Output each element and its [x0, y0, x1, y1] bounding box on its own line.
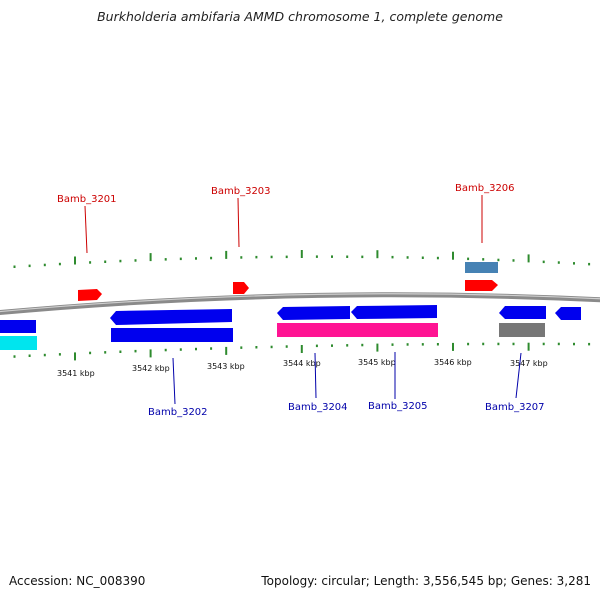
scale-label-3546: 3546 kbp: [434, 358, 472, 367]
leader-bamb-3203: [237, 197, 240, 248]
gene-label-bamb-3207: Bamb_3207: [485, 402, 545, 413]
feature-bamb-3202[interactable]: [111, 328, 233, 342]
scale-label-3541: 3541 kbp: [57, 369, 95, 378]
outer-tick-ring: [13, 250, 591, 268]
feature-cyan-left[interactable]: [0, 336, 37, 350]
feature-bamb-3204[interactable]: [277, 306, 350, 320]
chromosome-backbone: [0, 292, 600, 316]
genome-summary-text: Topology: circular; Length: 3,556,545 bp…: [261, 574, 591, 588]
feature-steel-upper[interactable]: [465, 262, 498, 273]
leader-bamb-3204: [314, 352, 317, 399]
label-leaders: [84, 195, 522, 405]
feature-bamb-3203[interactable]: [233, 282, 249, 294]
feature-bamb-3206[interactable]: [465, 280, 498, 291]
feature-bamb-3201[interactable]: [78, 289, 102, 301]
accession-text: Accession: NC_008390: [9, 574, 146, 588]
leader-bamb-3202: [172, 357, 176, 405]
feature-left-edge-reverse[interactable]: [0, 320, 36, 333]
feature-reverse-right[interactable]: [499, 306, 546, 319]
gene-label-bamb-3206: Bamb_3206: [455, 183, 515, 194]
feature-reverse-upper[interactable]: [110, 309, 232, 325]
forward-features: [78, 262, 498, 301]
scale-label-3544: 3544 kbp: [283, 359, 321, 368]
scale-labels: 3541 kbp 3542 kbp 3543 kbp 3544 kbp 3545…: [57, 358, 548, 378]
gene-label-bamb-3203: Bamb_3203: [211, 186, 271, 197]
scale-label-3545: 3545 kbp: [358, 358, 396, 367]
scale-label-3547: 3547 kbp: [510, 359, 548, 368]
gene-label-bamb-3201: Bamb_3201: [57, 194, 117, 205]
gene-label-bamb-3204: Bamb_3204: [288, 402, 348, 413]
backbone-highlight: [0, 293, 600, 313]
inner-tick-ring: [13, 342, 591, 361]
feature-bamb-3205[interactable]: [351, 305, 437, 319]
feature-reverse-far-right[interactable]: [555, 307, 581, 320]
scale-label-3543: 3543 kbp: [207, 362, 245, 371]
gene-labels: Bamb_3201 Bamb_3202 Bamb_3203 Bamb_3204 …: [57, 183, 545, 418]
scale-label-3542: 3542 kbp: [132, 364, 170, 373]
reverse-features: [0, 305, 581, 350]
leader-bamb-3201: [84, 205, 88, 254]
map-title: Burkholderia ambifaria AMMD chromosome 1…: [97, 9, 503, 24]
leader-bamb-3207: [515, 352, 522, 399]
feature-pink-bar[interactable]: [277, 323, 438, 337]
gene-label-bamb-3202: Bamb_3202: [148, 407, 208, 418]
gene-label-bamb-3205: Bamb_3205: [368, 401, 428, 412]
feature-bamb-3207[interactable]: [499, 323, 545, 337]
